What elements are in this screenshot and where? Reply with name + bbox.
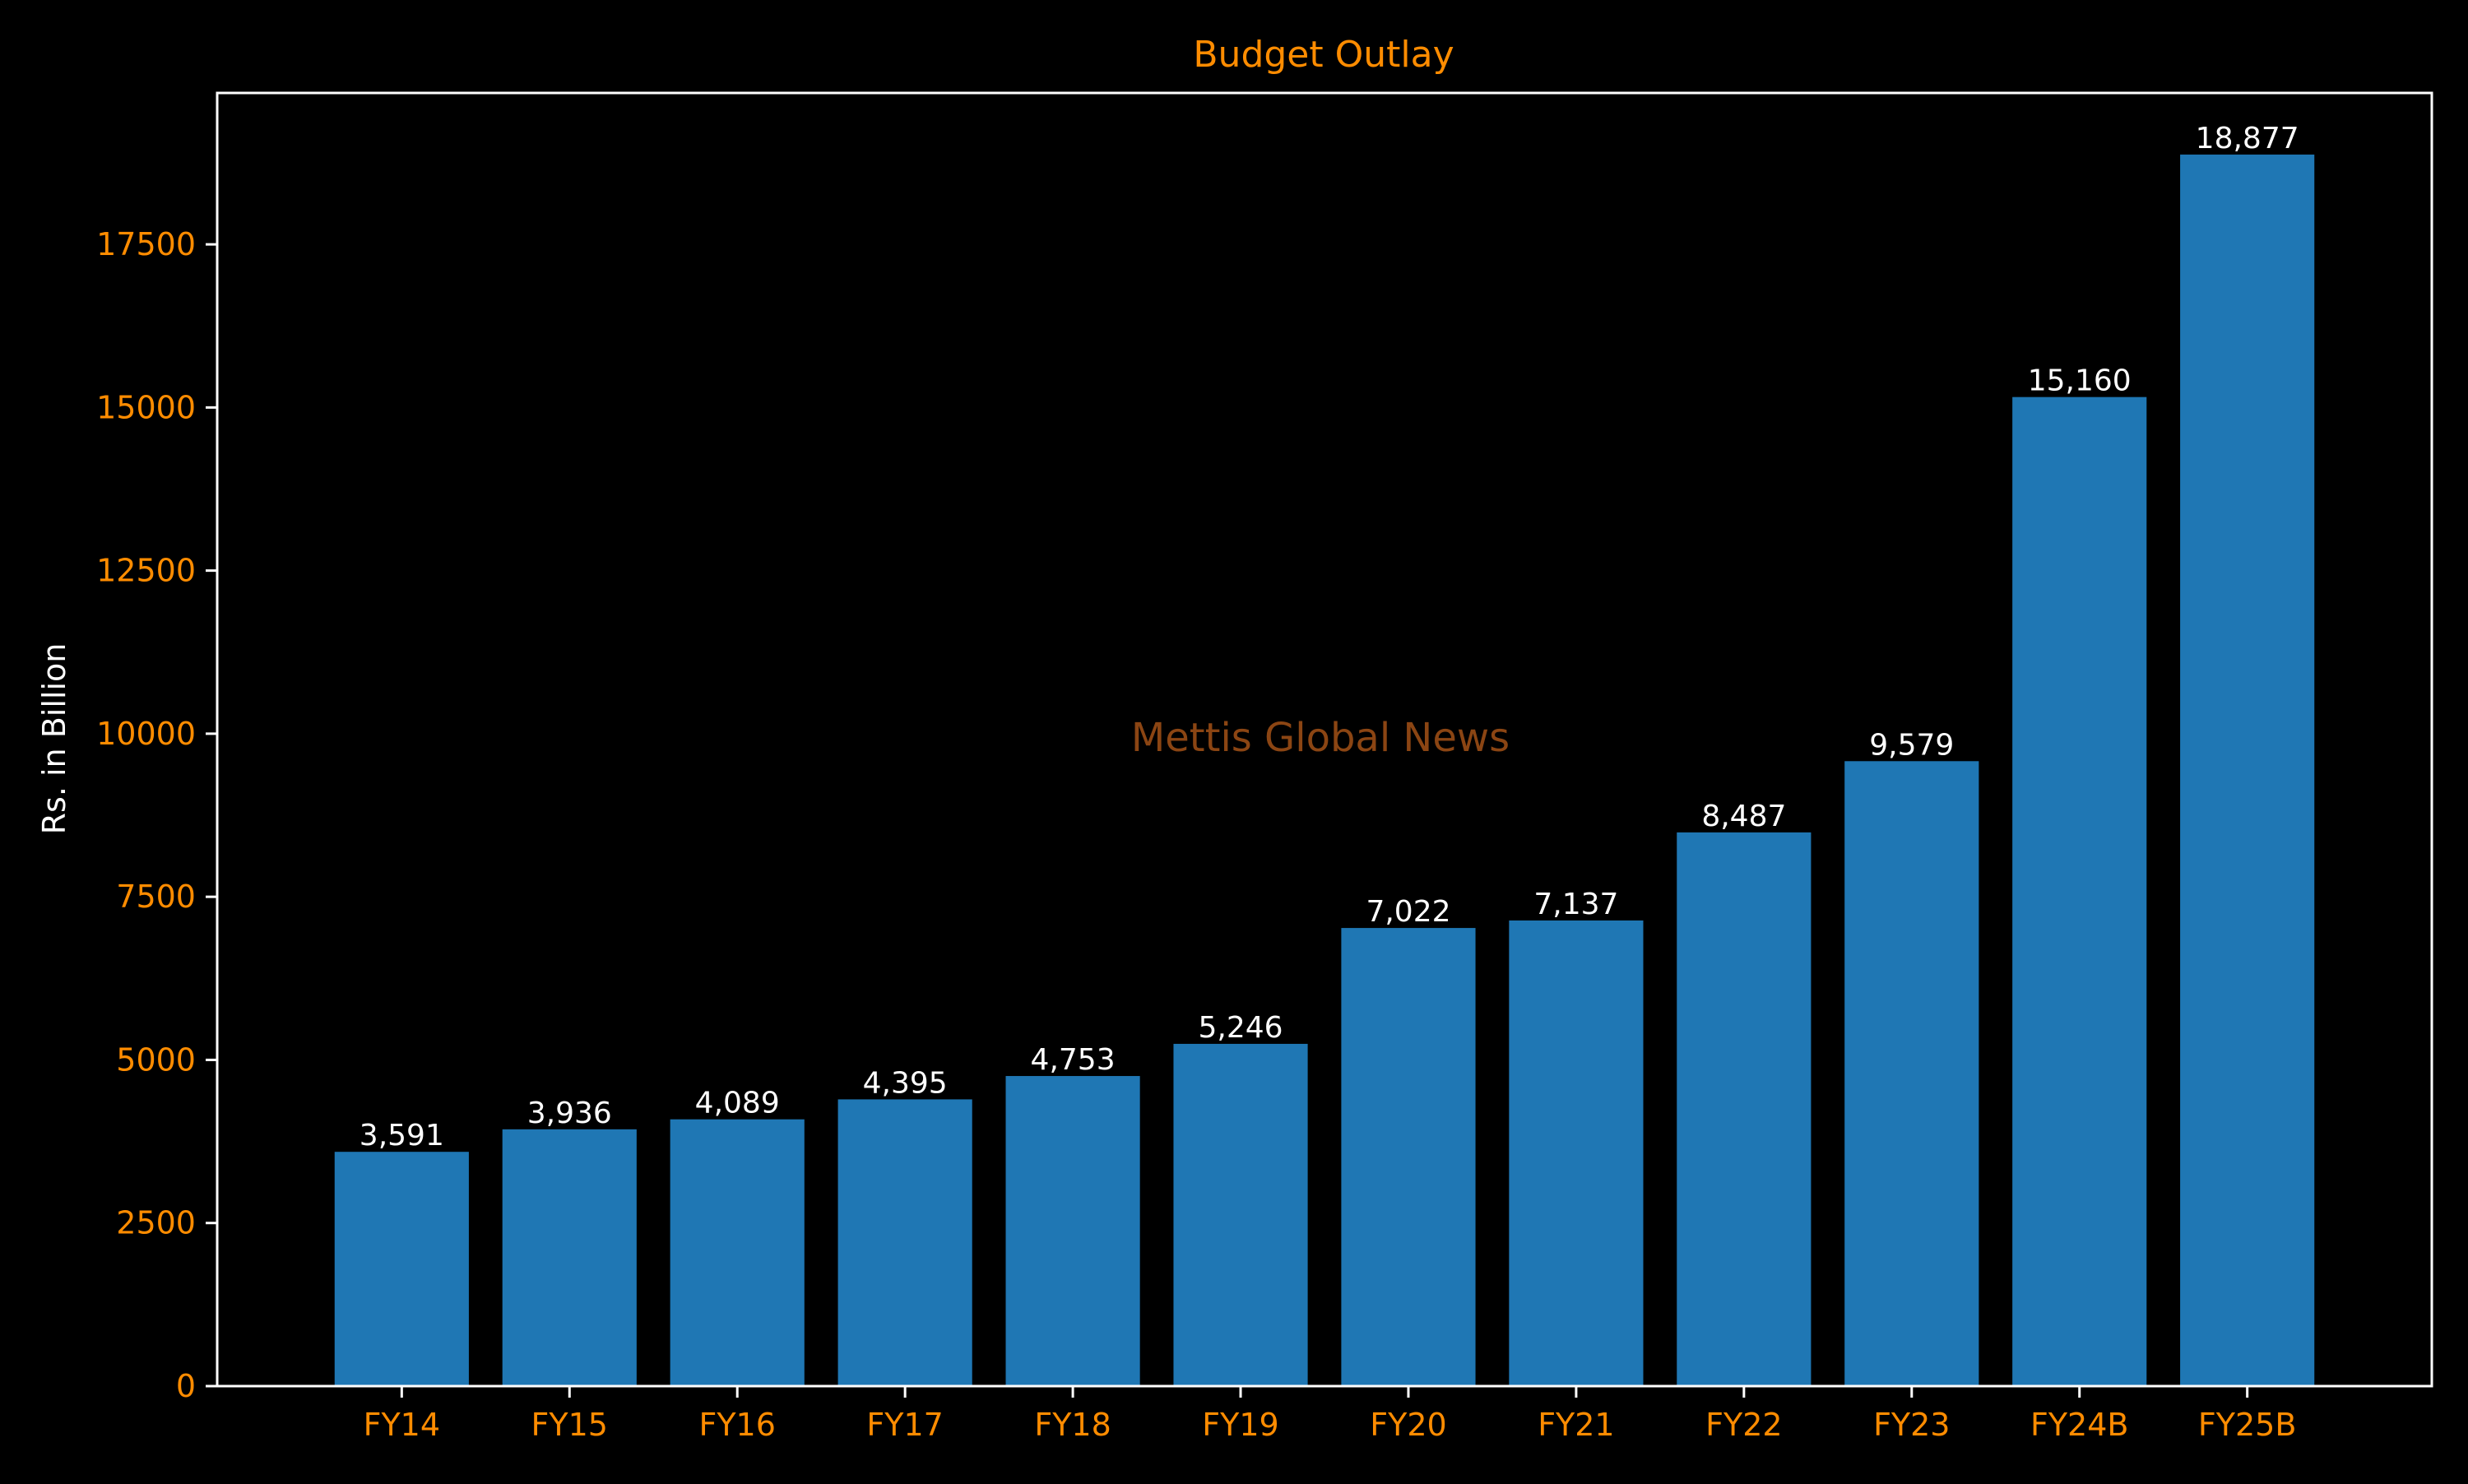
y-tick-label: 0 (176, 1368, 196, 1404)
x-tick-label: FY14 (364, 1407, 440, 1443)
value-label-fy20: 7,022 (1366, 895, 1450, 929)
y-tick-label: 7500 (116, 879, 196, 915)
plot-area-frame (216, 91, 2433, 1388)
value-label-fy19: 5,246 (1198, 1011, 1283, 1045)
x-tick-label: FY21 (1538, 1407, 1614, 1443)
value-label-fy24b: 15,160 (2028, 364, 2132, 398)
bar-fy20 (1341, 928, 1476, 1386)
y-tick-label: 2500 (116, 1205, 196, 1241)
watermark-text: Mettis Global News (1131, 715, 1510, 761)
value-label-fy18: 4,753 (1031, 1043, 1116, 1077)
bar-fy23 (1844, 761, 1979, 1386)
x-tick-label: FY22 (1705, 1407, 1782, 1443)
bar-fy15 (502, 1129, 637, 1386)
y-tick-label: 12500 (96, 553, 196, 589)
bar-fy25b (2180, 154, 2315, 1387)
bar-fy14 (334, 1152, 469, 1386)
value-label-fy21: 7,137 (1533, 888, 1618, 921)
x-tick-label: FY18 (1034, 1407, 1111, 1443)
x-tick-label: FY17 (866, 1407, 943, 1443)
bar-fy24b (2012, 397, 2147, 1386)
x-tick-label: FY20 (1370, 1407, 1446, 1443)
value-label-fy23: 9,579 (1869, 728, 1954, 762)
value-labels-group: 3,591 3,936 4,089 4,395 4,753 5,246 7,022 7,137… (360, 122, 2299, 1152)
value-label-fy22: 8,487 (1701, 800, 1786, 833)
y-tick-label: 10000 (96, 716, 196, 752)
x-tick-label: FY15 (531, 1407, 608, 1443)
value-label-fy15: 3,936 (527, 1097, 612, 1130)
x-axis-ticks: FY14 FY15 FY16 FY17 FY18 FY19 FY20 FY21 FY22 FY23… (364, 1386, 2297, 1443)
x-tick-label: FY16 (698, 1407, 775, 1443)
x-tick-label: FY25B (2198, 1407, 2297, 1443)
x-tick-label: FY19 (1202, 1407, 1278, 1443)
value-label-fy25b: 18,877 (2196, 122, 2299, 155)
bar-fy21 (1509, 920, 1644, 1386)
y-axis-label: Rs. in Billion (36, 643, 72, 835)
value-label-fy14: 3,591 (360, 1119, 444, 1152)
y-axis-ticks: 0 2500 5000 7500 10000 12500 15000 17500 (96, 226, 217, 1404)
bar-fy19 (1173, 1043, 1308, 1386)
chart-title: Budget Outlay (1193, 34, 1454, 76)
bar-fy22 (1677, 832, 1812, 1386)
y-tick-label: 5000 (116, 1041, 196, 1078)
x-tick-label: FY24B (2030, 1407, 2129, 1443)
x-tick-label: FY23 (1873, 1407, 1950, 1443)
value-label-fy16: 4,089 (695, 1087, 780, 1120)
bar-fy17 (837, 1099, 972, 1386)
y-tick-label: 17500 (96, 226, 196, 262)
y-tick-label: 15000 (96, 389, 196, 425)
bars-group (334, 154, 2315, 1387)
value-label-fy17: 4,395 (863, 1066, 948, 1100)
bar-fy16 (670, 1119, 805, 1386)
bar-fy18 (1005, 1076, 1140, 1386)
